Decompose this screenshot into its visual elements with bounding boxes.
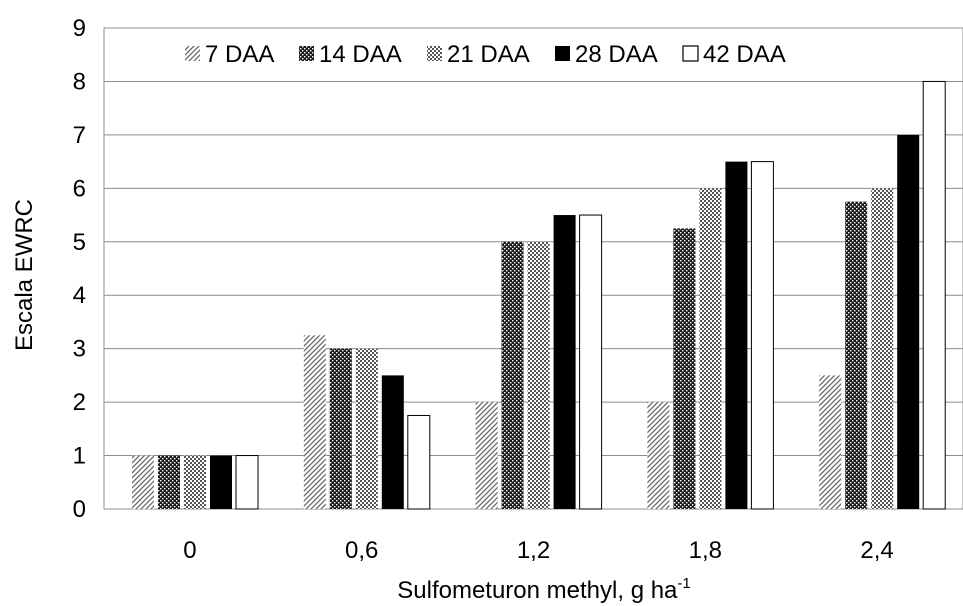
legend-label: 21 DAA [447, 41, 530, 68]
bar [725, 161, 748, 509]
legend-swatch [555, 46, 570, 61]
x-tick-label: 2,4 [860, 537, 893, 564]
y-tick-label: 8 [73, 68, 86, 95]
legend-label: 28 DAA [575, 41, 658, 68]
bar [475, 402, 498, 509]
bar [132, 455, 154, 509]
bar [527, 241, 550, 509]
x-tick-label: 0 [183, 537, 196, 564]
legend-swatch [299, 46, 314, 61]
legend-label: 7 DAA [205, 41, 274, 68]
y-tick-labels: 0 1 2 3 4 5 6 7 8 9 [73, 15, 86, 523]
bar [647, 402, 670, 509]
y-tick-label: 9 [73, 15, 86, 42]
bar [553, 215, 576, 510]
x-tick-labels: 0 0,6 1,2 1,8 2,4 [183, 537, 894, 564]
bar [871, 188, 894, 510]
y-tick-label: 7 [73, 122, 86, 149]
y-tick-label: 3 [73, 336, 86, 363]
x-axis-label-superscript: -1 [677, 575, 690, 592]
x-tick-label: 1,8 [689, 537, 722, 564]
bar [699, 188, 722, 510]
bar [381, 375, 404, 509]
bar [579, 214, 603, 510]
y-tick-label: 5 [73, 229, 86, 256]
legend-swatch [185, 46, 200, 61]
bar [750, 161, 774, 510]
y-tick-label: 2 [73, 389, 86, 416]
bar [922, 80, 946, 510]
x-axis-label: Sulfometuron methyl, g ha-1 [397, 575, 691, 604]
bar [329, 348, 352, 509]
bar [210, 455, 232, 509]
bar [303, 335, 326, 509]
bars [132, 80, 946, 510]
bar [158, 455, 180, 509]
bar [355, 348, 378, 509]
legend: 7 DAA 14 DAA 21 DAA 28 DAA 42 DAA [185, 41, 786, 68]
y-tick-label: 6 [73, 175, 86, 202]
legend-swatch [682, 45, 699, 62]
y-tick-label: 4 [73, 282, 86, 309]
bar [673, 228, 696, 509]
bar [501, 241, 524, 509]
y-axis-label: Escala EWRC [11, 199, 38, 351]
x-tick-label: 1,2 [517, 537, 550, 564]
bar [897, 134, 920, 509]
bar [407, 414, 431, 510]
bar [845, 201, 868, 509]
y-tick-label: 1 [73, 443, 86, 470]
y-tick-label: 0 [73, 496, 86, 523]
bar [184, 455, 206, 509]
bar [819, 375, 842, 509]
bar [235, 455, 259, 510]
legend-label: 42 DAA [703, 41, 786, 68]
x-axis-label-text: Sulfometuron methyl, g ha [397, 577, 678, 604]
legend-swatch [427, 46, 442, 61]
legend-label: 14 DAA [319, 41, 402, 68]
x-tick-label: 0,6 [345, 537, 378, 564]
